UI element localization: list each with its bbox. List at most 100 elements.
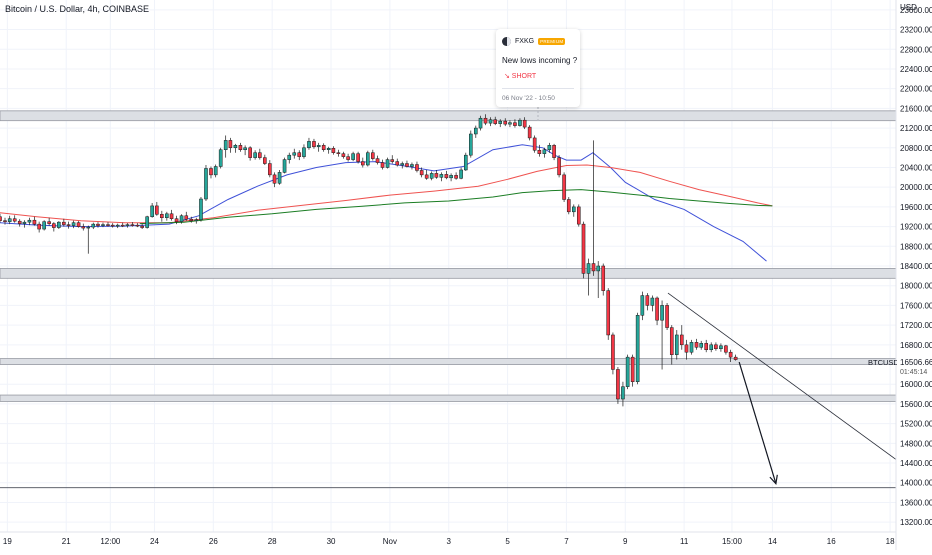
candle-body [7,218,12,222]
candle-body [42,221,46,230]
candle [400,161,405,169]
candle [351,151,355,162]
candle [576,204,581,227]
candle-body [532,137,537,151]
y-tick-label: 13200.00 [900,518,932,527]
candle [189,216,194,223]
candle [635,312,640,385]
candle-body [429,173,434,179]
candle [277,169,282,185]
candle [581,221,586,279]
candle-body [120,224,125,227]
candle-body [243,147,247,150]
candle [316,142,321,152]
candle [669,325,674,365]
x-tick-label: Nov [383,537,397,546]
y-tick-label: 17600.00 [900,301,932,310]
candle [645,293,650,311]
candle [395,158,400,167]
candle-body [316,145,321,148]
candle [346,153,350,162]
candle [218,147,223,169]
y-tick-label: 13600.00 [900,498,932,507]
x-tick-label: 12:00 [100,537,121,546]
candle [493,116,498,126]
arrow-head-icon [769,474,778,486]
candle [194,217,199,224]
candle-body [12,218,17,222]
y-tick-label: 20400.00 [900,163,932,172]
candle [733,354,738,361]
candle-body [292,152,297,156]
candle-body [174,218,179,222]
candle [390,155,395,164]
candle [571,204,576,217]
candle-body [268,163,272,176]
candle [0,213,2,223]
candle-body [287,154,292,160]
candle-body [459,169,463,179]
y-tick-label: 19200.00 [900,223,932,232]
candle [37,221,41,233]
x-tick-label: 18 [886,537,895,546]
candle-body [390,159,395,162]
candle [52,222,56,232]
y-tick-label: 18800.00 [900,242,932,251]
candle-body [218,149,223,167]
candle-body [62,221,66,225]
candle [508,120,512,128]
candle-body [371,152,375,159]
candle-body [22,221,27,224]
candle [606,288,611,340]
x-tick-label: 16 [827,537,836,546]
candle [513,119,517,128]
candle-body [547,145,552,150]
candle-body [380,162,385,168]
candle [287,152,292,164]
candle [47,217,51,226]
candle [115,223,120,229]
candle [728,349,733,363]
candle-body [635,315,640,383]
candle-body [724,345,728,353]
candle [91,222,96,230]
y-tick-label: 14800.00 [900,439,932,448]
symbol-label: BTCUSD [868,358,899,367]
trading-idea-card[interactable]: FXKG PREMIUM New lows incoming ? ↘ SHORT… [496,29,580,107]
candle [625,354,630,390]
x-tick-label: 11 [680,537,689,546]
candle-body [160,214,164,218]
author-avatar [502,37,511,46]
candle-body [356,153,360,162]
candle [135,223,140,228]
card-author-row: FXKG PREMIUM [502,37,566,46]
candle-body [351,153,355,160]
candle [272,172,277,188]
x-tick-label: 9 [623,537,628,546]
candle [714,342,718,351]
author-name[interactable]: FXKG [515,38,535,45]
candle [86,225,91,254]
candle-body [189,218,194,221]
candle [209,166,213,179]
candle [71,220,76,229]
candle [527,125,532,141]
candle [704,339,709,353]
candle [542,147,547,158]
candle-body [3,220,7,222]
candle-body [621,386,625,400]
candle-body [537,149,542,154]
y-tick-label: 20000.00 [900,183,932,192]
y-tick-label: 22400.00 [900,65,932,74]
candle [366,150,370,167]
candle-body [336,152,341,154]
candle [145,215,149,229]
candle-body [331,148,336,153]
candle-body [32,219,37,225]
idea-headline[interactable]: New lows incoming ? [502,56,578,65]
x-axis-ticks: 19 21 12:00 24 26 28 30 Nov 3 5 7 9 11 15:00 14 16 18 [3,537,895,546]
candle [361,157,365,168]
last-price-tag: BTCUSD 16506.66 01:45:14 [868,356,932,376]
